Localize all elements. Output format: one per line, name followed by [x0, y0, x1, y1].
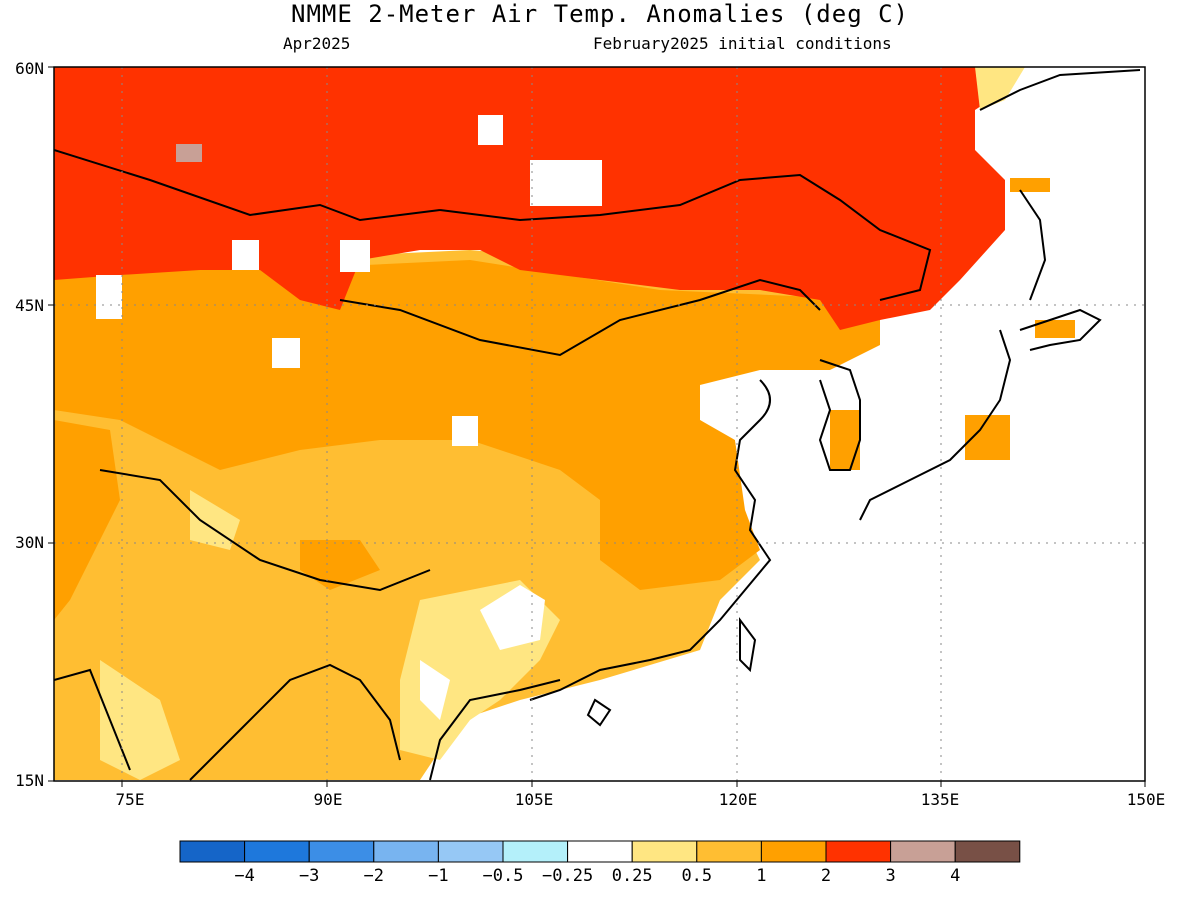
anomaly-025-05-india [100, 660, 180, 780]
colorbar-swatch [373, 840, 439, 863]
sea-east [700, 67, 1145, 781]
india-coast [54, 668, 131, 771]
colorbar-swatch [179, 840, 246, 863]
anomaly-025-05-plateau [190, 490, 240, 550]
anomaly-4-cell [176, 144, 202, 162]
colorbar-swatch [502, 840, 569, 863]
china-coast [529, 379, 772, 701]
anomaly-3-4-region [54, 67, 1005, 330]
colorbar-label: −3 [298, 866, 320, 886]
siberia-east-coast [979, 69, 1141, 111]
colorbar-label: −0.25 [542, 866, 594, 886]
lon-label-120e: 120E [718, 790, 758, 809]
valid-month-label: Apr2025 [283, 34, 351, 53]
lat-label-60n: 60N [15, 59, 44, 78]
lon-label-90e: 90E [313, 790, 343, 809]
lon-label-75e: 75E [115, 790, 145, 809]
kazakh-border [54, 149, 441, 222]
colorbar-swatch [890, 840, 956, 863]
colorbar-label: −1 [428, 866, 449, 886]
colorbar-label: 0.5 [681, 866, 713, 886]
colorbar-label: −4 [234, 866, 255, 886]
indochina-coast [429, 679, 561, 781]
korea-cell [830, 410, 860, 470]
colorbar-swatch [308, 840, 375, 863]
colorbar-swatch [567, 840, 633, 863]
anomaly-field [54, 67, 1145, 781]
lon-label-135e: 135E [920, 790, 960, 809]
lat-label-45n: 45N [15, 296, 44, 315]
himalaya-border [99, 469, 431, 592]
colorbar [179, 840, 1021, 863]
lake-baikal [530, 160, 602, 206]
bay-bengal-coast [189, 663, 401, 781]
colorbar-label: 2 [820, 866, 832, 886]
colorbar-swatch [825, 840, 892, 863]
colorbar-label: 3 [885, 866, 896, 886]
init-conditions-label: February2025 initial conditions [593, 34, 892, 53]
colorbar-label: 4 [950, 866, 961, 886]
sakhalin-coast [1019, 189, 1047, 301]
japan-coast [859, 329, 1012, 521]
plot-frame [53, 66, 1146, 782]
hainan-coast [586, 698, 612, 727]
colorbar-label: −2 [363, 866, 385, 886]
colorbar-label: 0.25 [611, 866, 653, 886]
taiwan-coast [739, 617, 757, 673]
mongolia-border [339, 278, 821, 357]
northeast-yellow [975, 67, 1025, 110]
colorbar-swatch [760, 840, 827, 863]
colorbar-swatch [696, 840, 762, 863]
lat-label-30n: 30N [15, 533, 44, 552]
lat-label-15n: 15N [15, 771, 44, 790]
colorbar-label: 1 [756, 866, 767, 886]
russia-china-border [439, 173, 932, 301]
hokkaido-coast [1019, 308, 1102, 351]
anomaly-2-3-tibet [300, 540, 380, 590]
hokkaido-cell [1035, 320, 1075, 338]
colorbar-swatch [954, 840, 1021, 863]
near-normal-indochina [480, 585, 545, 650]
colorbar-swatch [631, 840, 698, 863]
lon-label-150e: 150E [1126, 790, 1166, 809]
water-cell-1 [478, 115, 503, 145]
gridlines [54, 67, 1145, 781]
lon-label-105e: 105E [514, 790, 554, 809]
colorbar-swatch [437, 840, 504, 863]
water-cell-3 [232, 240, 259, 270]
colorbar-swatch [244, 840, 310, 863]
coastline-layer [54, 69, 1141, 781]
water-cell-4 [272, 338, 300, 368]
near-normal-mainland [420, 660, 450, 720]
map-title: NMME 2-Meter Air Temp. Anomalies (deg C) [291, 0, 909, 28]
water-cell-5 [452, 416, 478, 446]
sakhalin-cell [1010, 178, 1050, 192]
lake-balkhash [96, 275, 122, 319]
water-cell-2 [340, 240, 370, 272]
axis-ticks [48, 66, 1146, 787]
korea-coast [818, 359, 861, 471]
colorbar-label: −0.5 [482, 866, 524, 886]
